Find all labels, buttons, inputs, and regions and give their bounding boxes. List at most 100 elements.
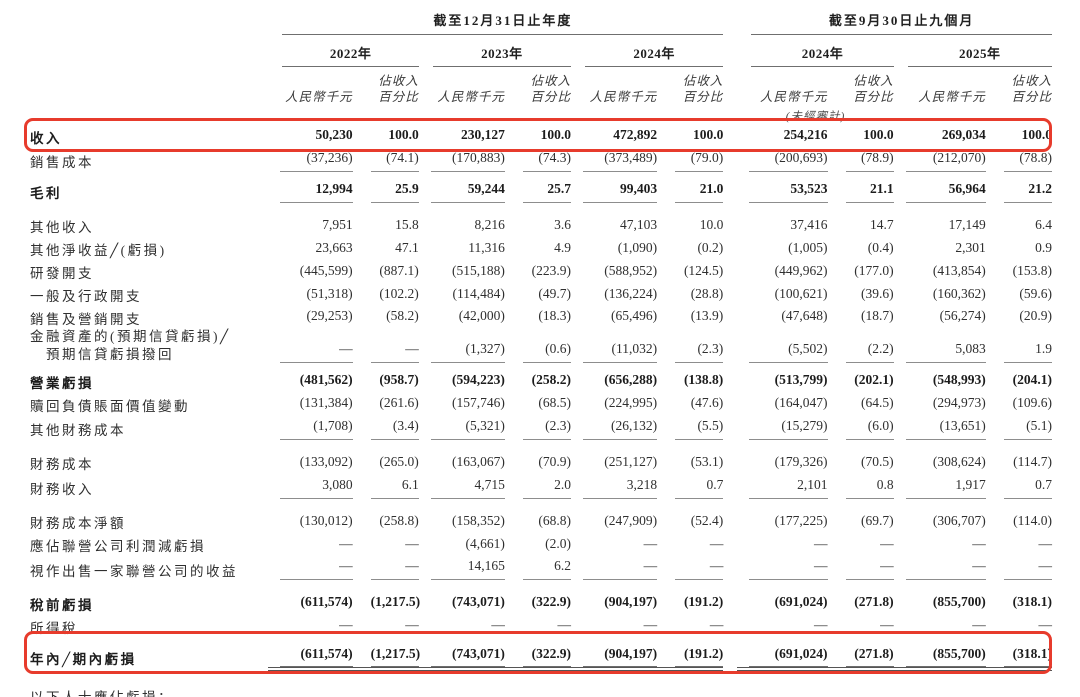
column-spacer xyxy=(723,260,737,283)
year-header-row: 2022年 2023年 2024年 2024年 2025年 xyxy=(30,35,1052,67)
value-cell: (177,225) xyxy=(774,512,828,528)
value-cell: (69.7) xyxy=(861,512,894,528)
value-cell: 56,964 xyxy=(894,172,986,203)
value-cell: 10.0 xyxy=(699,216,724,232)
value-cell xyxy=(894,669,986,697)
value-cell: 3.6 xyxy=(554,216,572,232)
value-cell: (200,693) xyxy=(737,147,828,172)
value-cell: (691,024) xyxy=(774,594,828,610)
column-spacer xyxy=(723,669,737,697)
value-cell: (52.4) xyxy=(690,512,724,528)
column-spacer xyxy=(723,474,737,499)
period-group-row: 截至12月31日止年度 截至9月30日止九個月 xyxy=(30,10,1052,35)
column-spacer xyxy=(723,305,737,328)
value-cell: (212,070) xyxy=(894,147,986,172)
value-cell: (58.2) xyxy=(386,308,419,324)
row-rd-expenses: 研發開支 (445,599) (887.1) (515,188) (223.9) (588… xyxy=(30,260,1052,283)
value-cell: 2,101 xyxy=(737,474,828,499)
value-cell: (39.6) xyxy=(861,285,894,301)
value-cell: — xyxy=(880,617,894,633)
group-gap xyxy=(723,105,737,124)
value-cell: (0.6) xyxy=(505,328,572,364)
value-cell: (2.0) xyxy=(545,535,572,551)
value-cell: 2.0 xyxy=(505,474,572,499)
value-cell: (294,973) xyxy=(932,395,986,411)
value-cell: (4,661) xyxy=(465,535,505,551)
value-cell: — xyxy=(828,555,894,581)
value-cell: 21.0 xyxy=(657,172,724,203)
value-cell xyxy=(737,669,827,697)
value-cell: (904,197) xyxy=(571,637,658,671)
column-spacer xyxy=(723,555,737,580)
year-2024-ninemonth: 2024年 xyxy=(737,35,894,67)
value-cell: (318.1) xyxy=(985,637,1052,671)
value-cell: (958.7) xyxy=(379,372,419,388)
row-label: 稅前虧損 xyxy=(30,597,94,613)
value-cell: 21.2 xyxy=(986,172,1052,203)
row-ecl-financial-assets: 金融資產的(預期信貸虧損)╱ 預期信貸虧損撥回 — — (1,327) (0.6) (11,… xyxy=(30,328,1052,364)
value-cell: 100.0 xyxy=(692,127,724,143)
row-label: 研發開支 xyxy=(30,265,94,281)
row-loss-for-period: 年內╱期內虧損 (611,574) (1,217.5) (743,071) (322.9… xyxy=(30,637,1052,671)
value-cell: (3.4) xyxy=(353,415,419,440)
value-cell: (74.3) xyxy=(505,147,572,172)
value-cell: 100.0 xyxy=(1021,127,1052,143)
value-cell: (78.8) xyxy=(986,147,1052,172)
value-cell: — xyxy=(491,617,505,633)
value-cell: (29,253) xyxy=(306,308,353,324)
row-label: 銷售及營銷開支 xyxy=(30,311,142,327)
value-cell: (6.0) xyxy=(828,415,894,440)
value-cell: (157,746) xyxy=(452,395,505,411)
value-cell: (191.2) xyxy=(657,637,724,671)
value-cell: — xyxy=(709,617,724,633)
row-label: 財務成本 xyxy=(30,457,94,473)
value-cell: (656,288) xyxy=(604,372,658,388)
row-other-income: 其他收入 7,951 15.8 8,216 3.6 47,103 10.0 37,416 14.… xyxy=(30,203,1052,237)
value-cell: 100.0 xyxy=(540,127,572,143)
row-share-of-associates: 應佔聯營公司利潤減虧損 — — (4,661) (2.0) — — — — — — xyxy=(30,533,1052,556)
table-body: 收入 50,230 100.0 230,127 100.0 472,892 100.0 254… xyxy=(30,124,1052,697)
column-spacer xyxy=(723,392,737,415)
value-cell: (191.2) xyxy=(683,594,724,610)
value-cell: (611,574) xyxy=(268,637,353,671)
unaudited-note: (未經審計) xyxy=(785,111,846,124)
value-cell: (322.9) xyxy=(504,637,572,671)
value-cell: (47,648) xyxy=(781,308,828,324)
value-cell: — xyxy=(268,555,353,581)
value-cell: (413,854) xyxy=(932,262,986,278)
value-cell: (18.3) xyxy=(538,308,572,324)
unit-rmb-2022: 人民幣千元 xyxy=(285,89,353,104)
value-cell: (515,188) xyxy=(452,262,505,278)
group-gap xyxy=(723,10,737,35)
value-cell: (322.9) xyxy=(531,594,572,610)
column-spacer xyxy=(723,203,737,237)
value-cell: (743,071) xyxy=(418,637,505,671)
value-cell: (513,799) xyxy=(774,372,828,388)
value-cell xyxy=(353,669,419,697)
column-spacer xyxy=(723,363,737,392)
value-cell: — xyxy=(643,535,658,551)
value-cell: (265.0) xyxy=(379,453,419,469)
year-2023: 2023年 xyxy=(419,35,572,67)
column-spacer xyxy=(723,614,737,637)
value-cell: 21.1 xyxy=(828,172,894,203)
value-cell: (79.0) xyxy=(657,147,724,172)
value-cell: 7,951 xyxy=(322,216,353,232)
value-cell: (1,217.5) xyxy=(352,637,420,671)
row-label: 毛利 xyxy=(30,186,62,202)
value-cell: (1,708) xyxy=(268,415,353,440)
row-other-finance-costs: 其他財務成本 (1,708) (3.4) (5,321) (2.3) (26,132) (5… xyxy=(30,415,1052,440)
value-cell: (855,700) xyxy=(932,594,986,610)
value-cell: (0.4) xyxy=(867,239,894,255)
value-cell: (548,993) xyxy=(932,372,986,388)
value-cell: (138.8) xyxy=(683,372,724,388)
empty-cell xyxy=(30,105,268,124)
value-cell: (70.5) xyxy=(861,453,894,469)
value-cell xyxy=(986,669,1052,697)
value-cell: (64.5) xyxy=(861,395,894,411)
row-selling-marketing-expenses: 銷售及營銷開支 (29,253) (58.2) (42,000) (18.3) (65,4… xyxy=(30,305,1052,328)
row-label: 贖回負債賬面價值變動 xyxy=(30,398,190,414)
value-cell: (160,362) xyxy=(932,285,986,301)
value-cell: (5,321) xyxy=(419,415,505,440)
